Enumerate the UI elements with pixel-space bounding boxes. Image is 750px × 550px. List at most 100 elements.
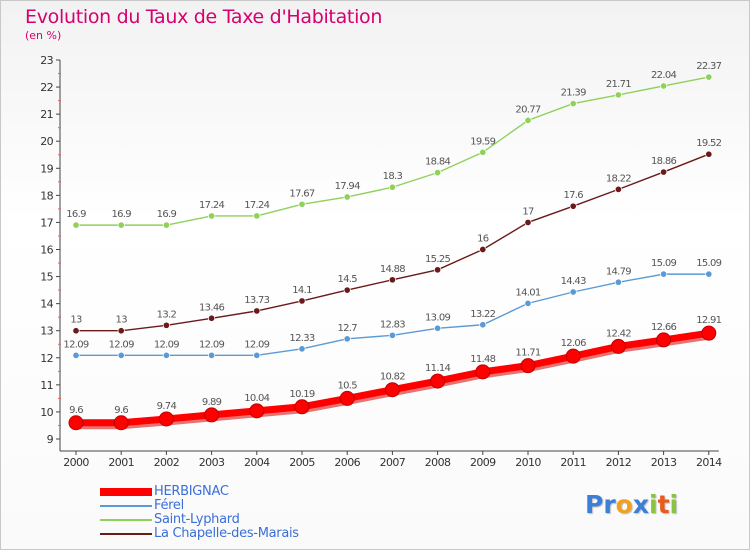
data-label: 10.5 bbox=[337, 380, 357, 391]
data-label: 22.37 bbox=[696, 61, 721, 72]
data-label: 13.46 bbox=[199, 302, 224, 313]
legend-swatch bbox=[100, 488, 152, 496]
data-label: 20.77 bbox=[515, 104, 540, 115]
legend-swatch bbox=[100, 505, 152, 507]
data-label: 12.09 bbox=[63, 339, 88, 350]
data-label: 11.71 bbox=[515, 348, 540, 359]
y-tick-label: 12 bbox=[40, 352, 53, 365]
logo-letter: o bbox=[615, 490, 633, 519]
data-label: 12.09 bbox=[244, 339, 269, 350]
data-point bbox=[208, 351, 216, 359]
x-tick-label: 2009 bbox=[470, 456, 496, 469]
logo-letter: t bbox=[657, 490, 670, 519]
data-point bbox=[162, 351, 170, 359]
x-tick-label: 2008 bbox=[425, 456, 451, 469]
data-labels-layer: 16.9 16.9 16.9 17.24 17.24 17.67 17.94 18.3 18.8… bbox=[63, 61, 722, 416]
logo-letter: P bbox=[585, 490, 604, 519]
data-label: 9.74 bbox=[157, 401, 177, 412]
data-point bbox=[705, 150, 713, 158]
data-point bbox=[343, 193, 351, 201]
data-label: 12.91 bbox=[696, 315, 721, 326]
data-point bbox=[162, 321, 170, 329]
data-point bbox=[614, 185, 622, 193]
x-tick-label: 2003 bbox=[199, 456, 225, 469]
x-tick-label: 2010 bbox=[515, 456, 541, 469]
data-point bbox=[705, 270, 713, 278]
legend-label: Saint-Lyphard bbox=[154, 512, 240, 527]
data-label: 16.9 bbox=[157, 209, 177, 220]
logo-letter: x bbox=[632, 490, 649, 519]
data-point bbox=[701, 325, 717, 341]
data-label: 9.6 bbox=[114, 405, 128, 416]
data-label: 19.52 bbox=[696, 138, 721, 149]
data-point bbox=[614, 278, 622, 286]
data-point bbox=[72, 351, 80, 359]
data-label: 18.3 bbox=[383, 171, 403, 182]
data-point bbox=[479, 245, 487, 254]
data-label: 14.1 bbox=[292, 285, 312, 296]
data-label: 13.2 bbox=[157, 309, 177, 320]
data-label: 13 bbox=[116, 315, 128, 326]
x-tick-label: 2005 bbox=[289, 456, 315, 469]
legend-item: Férel bbox=[100, 498, 350, 513]
y-tick-label: 11 bbox=[40, 379, 53, 392]
data-point bbox=[656, 332, 672, 348]
data-point bbox=[208, 212, 216, 220]
data-label: 10.19 bbox=[289, 389, 314, 400]
data-label: 14.5 bbox=[337, 274, 357, 285]
data-label: 16.9 bbox=[66, 209, 86, 220]
data-point bbox=[388, 331, 396, 339]
data-label: 16 bbox=[477, 234, 489, 245]
data-point bbox=[72, 327, 80, 335]
data-point bbox=[565, 348, 581, 364]
y-tick-label: 20 bbox=[40, 135, 53, 148]
x-tick-label: 2001 bbox=[108, 456, 134, 469]
legend: HERBIGNAC Férel Saint-Lyphard La Chapelle-d… bbox=[100, 484, 350, 541]
data-label: 14.88 bbox=[380, 264, 405, 275]
data-label: 15.09 bbox=[651, 258, 676, 269]
data-label: 12.06 bbox=[561, 338, 586, 349]
data-point bbox=[524, 299, 532, 307]
data-label: 15.25 bbox=[425, 254, 450, 265]
data-point bbox=[569, 288, 577, 296]
data-label: 13.73 bbox=[244, 295, 269, 306]
data-point bbox=[610, 338, 626, 354]
data-point bbox=[660, 168, 668, 176]
data-label: 14.43 bbox=[561, 276, 586, 287]
legend-label: La Chapelle-des-Marais bbox=[154, 526, 299, 541]
x-tick-label: 2004 bbox=[244, 456, 270, 469]
data-label: 12.33 bbox=[289, 333, 314, 344]
legend-label: Férel bbox=[154, 498, 184, 513]
data-point bbox=[68, 415, 84, 431]
data-label: 12.83 bbox=[380, 319, 405, 330]
data-label: 14.01 bbox=[515, 287, 540, 298]
legend-label: HERBIGNAC bbox=[154, 484, 229, 499]
data-point bbox=[660, 270, 668, 278]
data-label: 19.59 bbox=[470, 136, 495, 147]
chart-title: Evolution du Taux de Taxe d'Habitation bbox=[25, 6, 383, 28]
data-point bbox=[475, 364, 491, 380]
y-tick-label: 10 bbox=[40, 406, 53, 419]
data-point bbox=[524, 218, 532, 226]
data-point bbox=[343, 286, 351, 294]
data-point bbox=[158, 411, 174, 427]
data-point bbox=[343, 335, 351, 343]
data-point bbox=[72, 221, 80, 229]
data-point bbox=[479, 148, 487, 156]
data-label: 17.24 bbox=[199, 200, 224, 211]
data-point bbox=[660, 82, 668, 90]
logo-letter: r bbox=[603, 490, 616, 519]
data-label: 21.71 bbox=[606, 79, 631, 90]
data-point bbox=[253, 212, 261, 220]
data-label: 12.09 bbox=[199, 339, 224, 350]
x-tick-label: 2011 bbox=[560, 456, 586, 469]
data-label: 11.14 bbox=[425, 363, 450, 374]
data-point bbox=[117, 351, 125, 359]
data-label: 18.84 bbox=[425, 157, 450, 168]
data-point bbox=[208, 314, 216, 322]
data-label: 17.67 bbox=[289, 188, 314, 199]
data-label: 15.09 bbox=[696, 258, 721, 269]
data-point bbox=[384, 382, 400, 398]
